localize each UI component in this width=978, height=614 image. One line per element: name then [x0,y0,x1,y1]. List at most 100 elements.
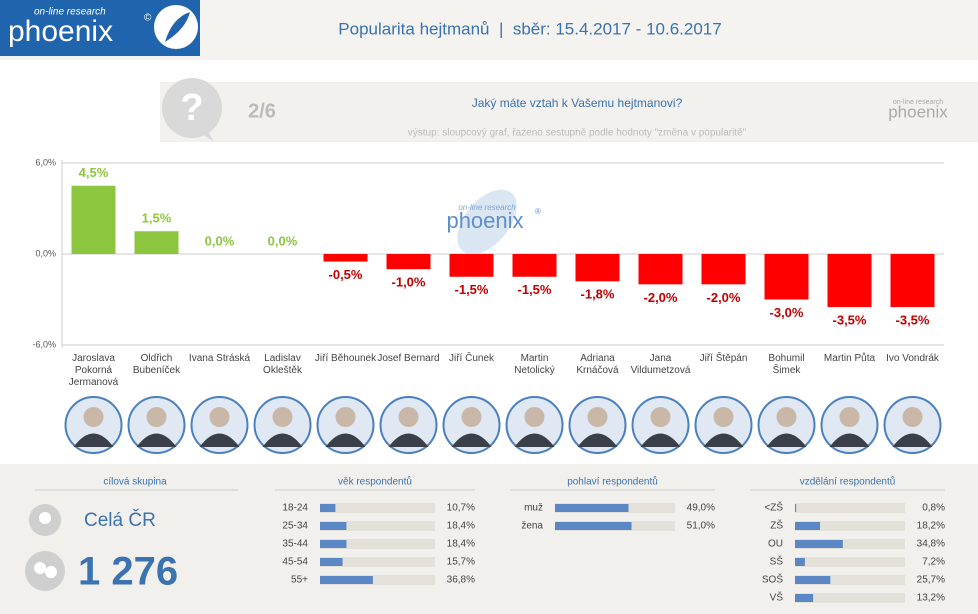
portrait-head [83,407,104,427]
portrait-head [398,407,419,427]
row-track [795,539,905,549]
question-band [160,82,978,142]
header-title: Popularita hejtmanů | sběr: 15.4.2017 - … [338,19,721,38]
question-icon-tail [200,128,214,142]
feather-icon [165,12,190,42]
logo-mark: © [144,13,152,24]
portrait-head [524,407,545,427]
row-track [320,539,435,549]
panel-title: věk respondentů [338,476,412,488]
row-track [795,557,905,567]
respondent-count: 1 276 [78,550,178,594]
category-label: Josef Bernard [377,353,440,364]
people-icon-head [34,562,46,574]
value-label: -2,0% [707,290,741,305]
y-tick-label: 6,0% [35,157,56,167]
bar [449,254,494,277]
question-text: Jaký máte vztah k Vašemu hejtmanovi? [472,96,683,110]
row-bar [795,522,821,530]
portrait-body [577,433,618,447]
question-icon-bg [162,78,222,138]
bar [512,254,557,277]
people-icon-head [45,566,57,578]
portrait-body [136,433,177,447]
category-label: Ladislav Okleštěk [263,353,302,376]
watermark-small: on-line research [458,203,516,212]
value-label: 0,0% [205,233,235,248]
row-label: 25-34 [282,521,308,532]
row-label: SŠ [770,555,784,568]
row-bar [795,540,843,548]
region-icon-pin [39,512,51,524]
value-label: 4,5% [79,165,109,180]
category-label: Jana Vildumetzová [630,353,691,376]
value-label: -1,0% [392,275,426,290]
row-value: 18,2% [917,521,945,532]
row-value: 25,7% [917,575,945,586]
bar [134,231,179,254]
portrait-body [892,433,933,447]
y-tick-label: -6,0% [32,339,56,349]
category-label: Oldřich Bubeníček [132,353,181,376]
value-label: -1,5% [455,282,489,297]
row-label: ZŠ [770,519,783,532]
category-label: Jiří Štěpán [699,353,748,364]
category-label: Martin Půta [823,353,876,364]
row-value: 51,0% [687,521,715,532]
row-track [795,575,905,585]
bar [575,254,620,282]
row-label: 45-54 [282,557,308,568]
portrait-head [839,407,860,427]
row-value: 18,4% [447,539,475,550]
panel-title: vzdělání respondentů [800,476,896,488]
row-track [795,521,905,531]
watermark: phoenix [446,208,523,233]
logo-small: on-line research [34,7,106,18]
row-value: 49,0% [687,503,715,514]
panel-title: pohlaví respondentů [567,476,658,488]
row-bar [320,522,347,530]
row-value: 10,7% [447,503,475,514]
row-track [320,557,435,567]
value-label: -3,5% [896,313,930,328]
row-value: 36,8% [447,575,475,586]
row-bar [795,504,797,512]
row-label: 55+ [291,575,308,586]
row-label: VŠ [770,591,784,604]
portrait-head [209,407,230,427]
row-bar [320,576,373,584]
value-label: -1,8% [581,287,615,302]
portrait-body [514,433,555,447]
row-value: 18,4% [447,521,475,532]
bar [71,185,116,254]
category-label: Jiří Čunek [448,353,494,364]
row-label: <ZŠ [764,501,783,514]
y-tick-label: 0,0% [35,248,56,258]
row-track [320,575,435,585]
row-bar [795,576,831,584]
panel-title: cílová skupina [103,477,167,488]
row-label: muž [524,503,543,514]
row-bar [555,504,629,512]
row-label: žena [521,521,543,532]
row-value: 13,2% [917,593,945,604]
value-label: -3,5% [833,313,867,328]
question-note: výstup: sloupcový graf, řazeno sestupně … [408,128,747,139]
row-bar [795,594,814,602]
value-label: 0,0% [268,233,298,248]
row-value: 15,7% [447,557,475,568]
row-bar [320,540,347,548]
portrait-body [73,433,114,447]
category-label: Jaroslava Pokorná Jermanová [68,353,119,388]
question-number: 2/6 [248,100,276,122]
row-bar [320,558,343,566]
category-label: Jiří Běhounek [314,353,377,364]
portrait-head [713,407,734,427]
row-label: SOŠ [762,573,783,586]
category-label: Ivo Vondrák [886,353,939,364]
category-label: Martin Netolický [514,353,555,376]
row-track [795,503,905,513]
bar [701,254,746,285]
row-value: 34,8% [917,539,945,550]
